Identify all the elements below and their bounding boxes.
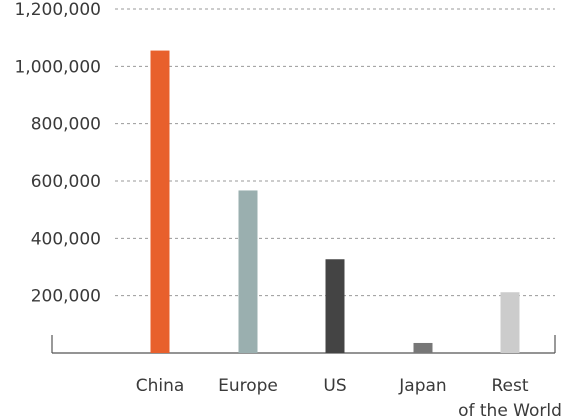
y-tick-label: 600,000 (31, 172, 101, 192)
y-tick-label: 400,000 (31, 229, 101, 249)
bar-europe (238, 190, 258, 353)
category-label: of the World (458, 401, 562, 418)
category-label: Europe (218, 376, 278, 396)
category-label: China (136, 376, 185, 396)
category-label: US (323, 376, 346, 396)
y-tick-label: 1,000,000 (14, 57, 101, 77)
bar-rest-of-the-world (500, 292, 520, 353)
y-tick-label: 200,000 (31, 287, 101, 307)
bar-japan (413, 342, 433, 353)
y-tick-label: 1,200,000 (14, 0, 101, 20)
bar-us (325, 259, 345, 353)
category-label: Japan (398, 376, 446, 396)
y-tick-label: 800,000 (31, 115, 101, 135)
bar-china (150, 50, 170, 354)
category-label: Rest (491, 376, 528, 396)
